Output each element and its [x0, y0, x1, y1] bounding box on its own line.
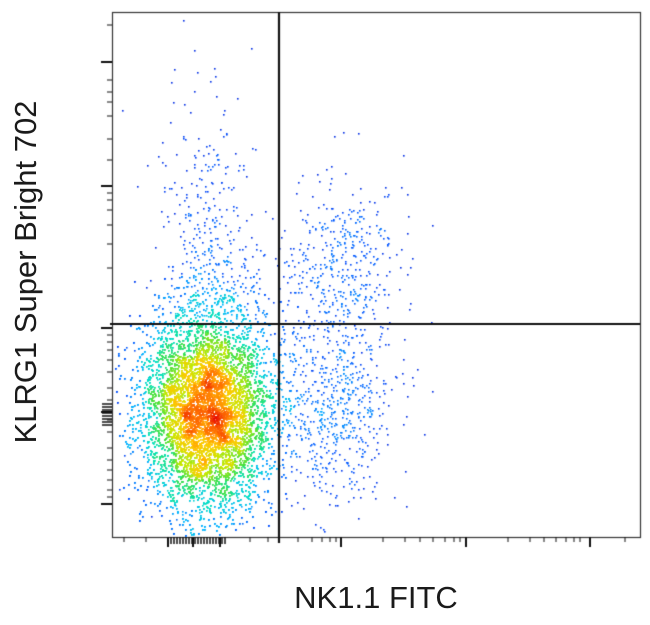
- x-axis-label: NK1.1 FITC: [294, 580, 458, 615]
- y-axis-label: KLRG1 Super Bright 702: [8, 100, 43, 444]
